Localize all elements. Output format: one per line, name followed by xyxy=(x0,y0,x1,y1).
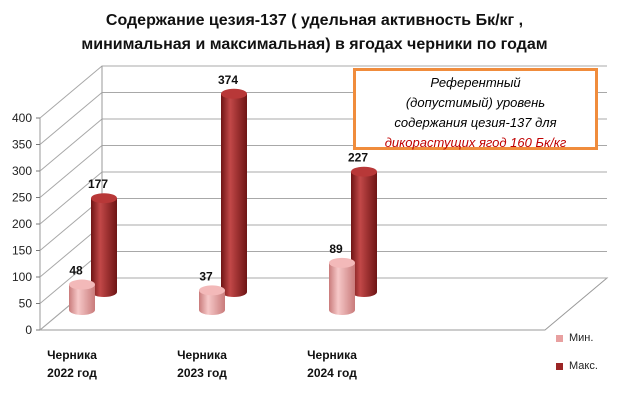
floor xyxy=(38,277,609,331)
data-label-min-0: 48 xyxy=(69,264,83,278)
category-label-2022: Черника 2022 год xyxy=(27,346,117,382)
data-label-max-1: 374 xyxy=(218,73,238,87)
bar-max-1 xyxy=(221,88,247,297)
y-axis: 0 50 100 150 200 250 300 350 400 xyxy=(12,111,40,337)
bars xyxy=(69,88,377,315)
reference-level-note: Референтный (допустимый) уровень содержа… xyxy=(353,68,598,150)
note-line-2: (допустимый) уровень xyxy=(405,95,546,110)
category-label-2024: Черника 2024 год xyxy=(287,346,377,382)
category-label-2022-year: 2022 год xyxy=(47,366,97,380)
chart-title-line-2: минимальная и максимальная) в ягодах чер… xyxy=(81,36,548,53)
category-label-2023: Черника 2023 год xyxy=(157,346,247,382)
category-label-2024-year: 2024 год xyxy=(307,366,357,380)
bar-min-2 xyxy=(329,257,355,315)
legend-item-min: Мин. xyxy=(556,332,593,344)
chart-title-line-1: Содержание цезия-137 ( удельная активнос… xyxy=(105,12,524,29)
note-line-3: содержания цезия-137 для xyxy=(394,115,557,130)
data-label-min-1: 37 xyxy=(199,269,213,283)
y-tick-label: 50 xyxy=(19,297,33,311)
category-label-2023-name: Черника xyxy=(177,348,227,362)
legend-swatch-min xyxy=(556,334,563,342)
y-tick-label: 300 xyxy=(12,164,32,178)
data-label-max-0: 177 xyxy=(88,177,108,191)
category-label-2022-name: Черника xyxy=(47,348,97,362)
legend-label-min: Мин. xyxy=(569,332,594,344)
bar-max-0 xyxy=(91,193,117,297)
y-tick-label: 0 xyxy=(25,323,32,337)
data-labels: 177 374 227 48 37 89 xyxy=(69,73,368,284)
bar-max-2 xyxy=(351,166,377,297)
note-highlight: дикорастущих ягод 160 Бк/кг xyxy=(384,135,567,150)
category-label-2023-year: 2023 год xyxy=(177,366,227,380)
note-line-1: Референтный xyxy=(430,75,521,90)
data-label-min-2: 89 xyxy=(329,242,343,256)
data-label-max-2: 227 xyxy=(348,151,368,165)
y-tick-label: 150 xyxy=(12,244,32,258)
bar-min-1 xyxy=(199,285,225,315)
category-label-2024-name: Черника xyxy=(307,348,357,362)
y-tick-label: 100 xyxy=(12,270,32,284)
legend-label-max: Макс. xyxy=(569,360,598,372)
y-tick-label: 400 xyxy=(12,111,32,125)
legend-swatch-max xyxy=(556,362,563,370)
y-tick-label: 200 xyxy=(12,217,32,231)
y-tick-label: 350 xyxy=(12,138,32,152)
legend-item-max: Макс. xyxy=(556,360,598,372)
bar-min-0 xyxy=(69,279,95,315)
y-tick-label: 250 xyxy=(12,191,32,205)
